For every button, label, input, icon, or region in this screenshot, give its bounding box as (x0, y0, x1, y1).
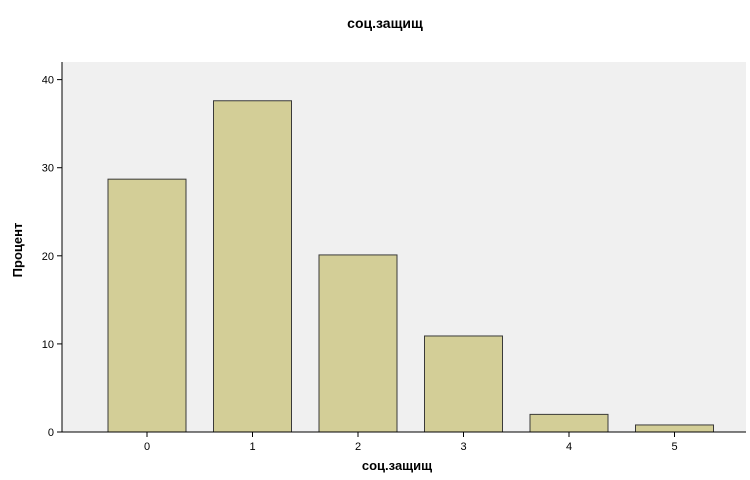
x-axis-label: соц.защищ (362, 458, 432, 473)
x-tick-label: 5 (671, 441, 677, 453)
y-tick-label: 10 (42, 339, 54, 351)
bar-2 (318, 254, 398, 433)
bar-4 (529, 413, 609, 433)
x-tick-label: 3 (460, 441, 466, 453)
y-ticks-group: 0 10 20 30 40 (42, 75, 62, 439)
x-tick-label: 0 (144, 441, 150, 453)
y-tick-label: 20 (42, 251, 54, 263)
y-axis-label: Процент (10, 223, 25, 278)
chart-title: соц.защищ (347, 15, 423, 31)
bars-group (107, 100, 714, 433)
bar-3 (424, 335, 503, 433)
x-tick-label: 4 (566, 441, 572, 453)
y-tick-label: 40 (42, 75, 54, 87)
bar-5 (635, 424, 714, 433)
bar-0 (107, 178, 187, 433)
y-tick-label: 30 (42, 163, 54, 175)
bar-1 (213, 100, 292, 433)
y-tick-label: 0 (48, 427, 54, 439)
x-tick-label: 2 (355, 441, 361, 453)
x-ticks-group: 0 1 2 3 4 5 (144, 432, 678, 453)
x-tick-label: 1 (249, 441, 255, 453)
